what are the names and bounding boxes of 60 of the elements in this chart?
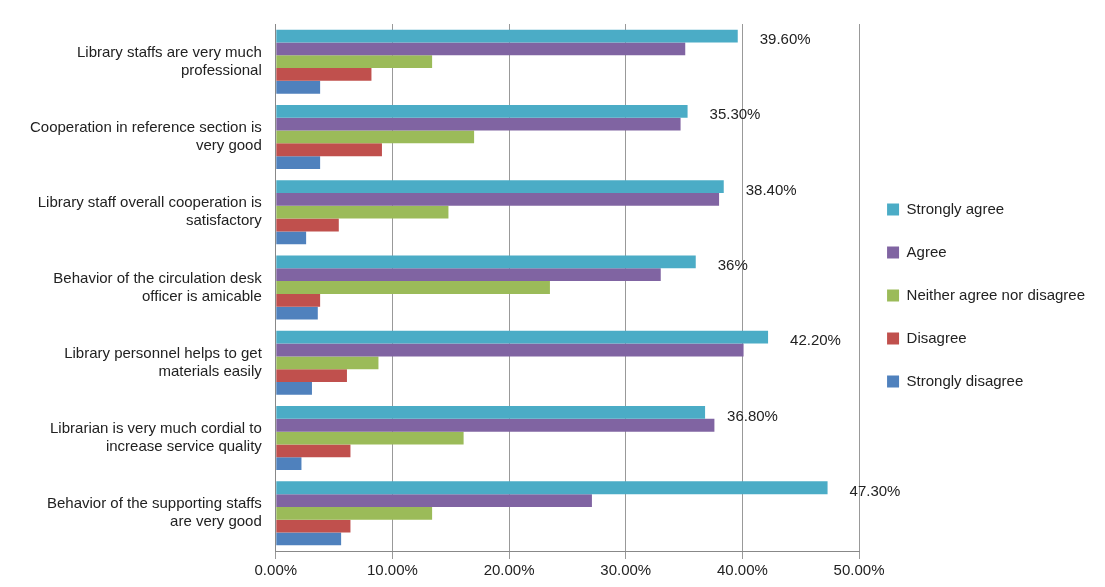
- bar: [276, 156, 321, 169]
- bar: [276, 80, 321, 94]
- bar: [276, 130, 475, 144]
- bar: [276, 205, 449, 219]
- bar: [276, 68, 372, 81]
- bar: [276, 330, 769, 344]
- bar: [276, 42, 686, 56]
- bar: [276, 532, 342, 546]
- bar: [276, 444, 351, 458]
- x-tick-label: 10.00%: [367, 561, 418, 579]
- bar: [276, 506, 433, 520]
- y-tick-label: Library staffs are very much professional: [77, 42, 262, 78]
- bar: [276, 369, 347, 382]
- y-tick-label: Behavior of the supporting staffs are very good: [46, 494, 262, 530]
- bar: [276, 231, 307, 245]
- bar: [276, 343, 744, 357]
- x-tick-label: 50.00%: [833, 561, 885, 579]
- bar: [276, 55, 433, 69]
- y-tick-label: Cooperation in reference section is very good: [30, 118, 262, 154]
- bar: [276, 381, 312, 395]
- x-tick-label: 20.00%: [483, 561, 535, 579]
- bar: [276, 268, 661, 282]
- data-label: 42.20%: [790, 331, 841, 349]
- bar: [276, 193, 720, 206]
- legend-label: Agree: [906, 242, 947, 260]
- legend-label: Strongly disagree: [906, 371, 1024, 389]
- data-label: 39.60%: [759, 30, 811, 48]
- bar: [276, 457, 302, 471]
- bar: [276, 293, 321, 307]
- data-label: 35.30%: [709, 105, 761, 123]
- data-label: 36%: [717, 256, 748, 274]
- x-tick-label: 30.00%: [600, 561, 652, 579]
- bar: [276, 29, 738, 43]
- x-tick-label: 0.00%: [254, 561, 298, 579]
- bar: [276, 356, 379, 370]
- bar: [276, 281, 550, 294]
- bar: [276, 255, 696, 269]
- y-tick-label: Librarian is very much cordial to increase service quality: [50, 419, 263, 455]
- bar: [276, 519, 351, 533]
- legend-label: Strongly agree: [906, 199, 1005, 217]
- data-label: 38.40%: [745, 180, 797, 198]
- y-tick-label: Library staff overall cooperation is satisfactory: [37, 193, 263, 229]
- y-tick-label: Behavior of the circulation desk officer is amicable: [53, 268, 263, 304]
- bar: [276, 494, 592, 507]
- x-tick-label: 40.00%: [716, 561, 768, 579]
- bar: [276, 180, 724, 194]
- data-label: 36.80%: [727, 406, 778, 424]
- bar: [276, 418, 715, 432]
- bar: [276, 431, 464, 445]
- y-tick-label: Library personnel helps to get materials easily: [64, 343, 263, 379]
- bar: [276, 117, 681, 131]
- bar: [276, 306, 318, 320]
- legend-label: Neither agree nor disagree: [906, 285, 1086, 303]
- data-label: 47.30%: [849, 481, 901, 499]
- legend-label: Disagree: [906, 328, 967, 346]
- bar: [276, 104, 688, 118]
- bar: [276, 481, 828, 495]
- bar: [276, 406, 706, 419]
- bar: [276, 218, 339, 232]
- bar: [276, 143, 382, 157]
